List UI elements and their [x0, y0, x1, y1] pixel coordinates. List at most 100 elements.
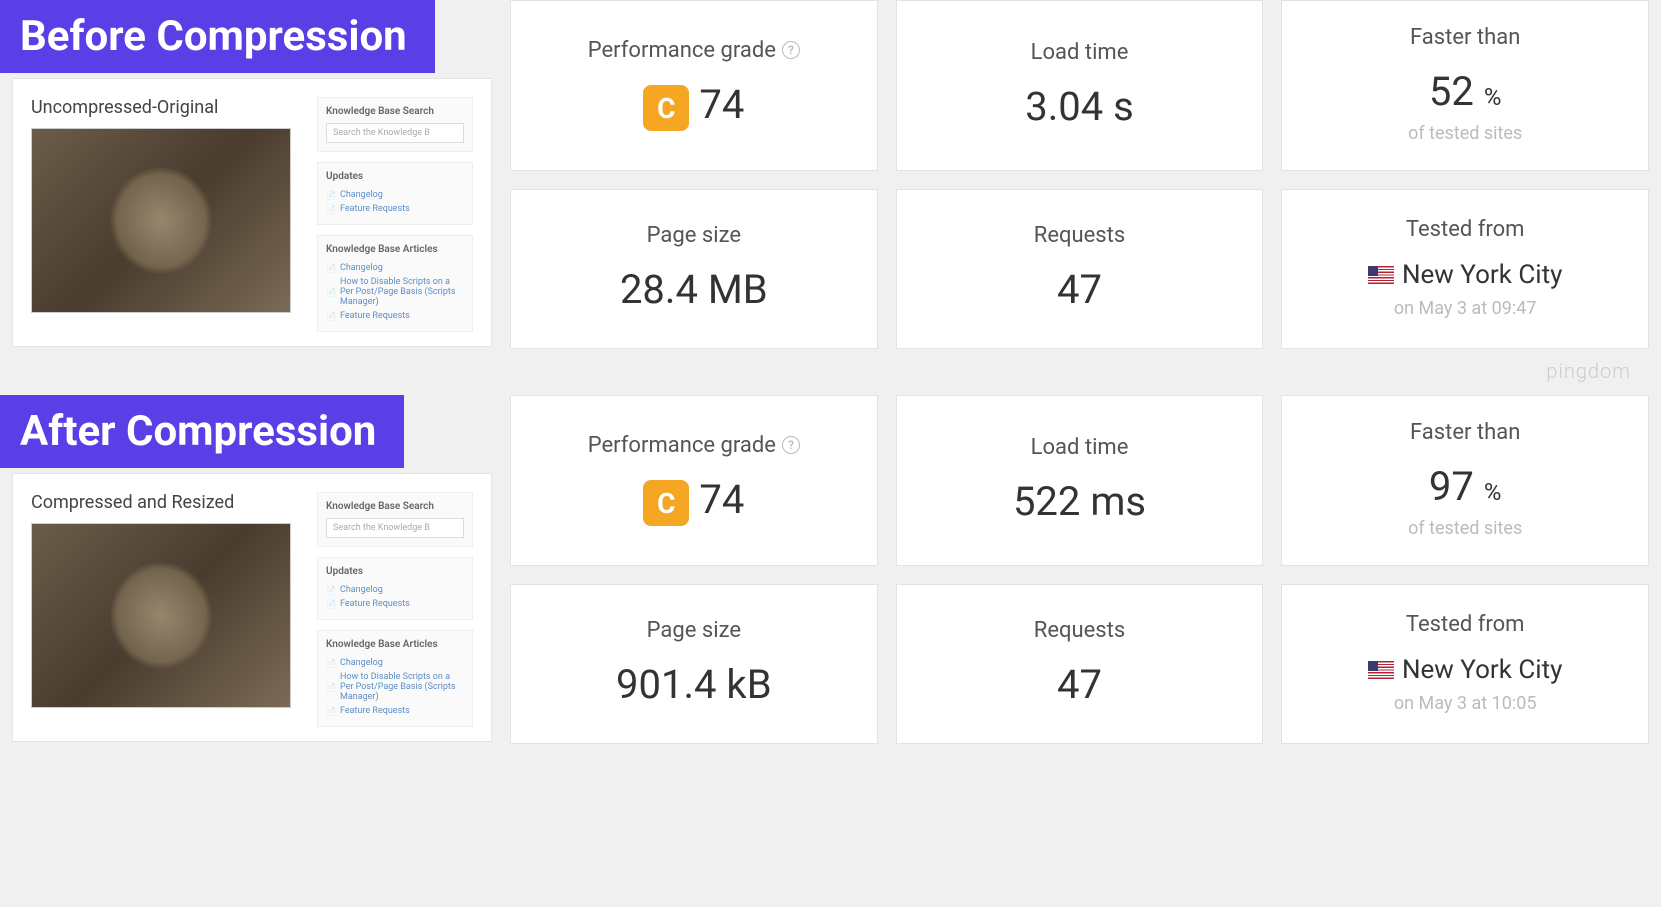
page-size-card-2: Page size 901.4 kB — [510, 584, 878, 744]
faster-than-label-2: Faster than — [1410, 420, 1520, 445]
section-gap — [0, 365, 1661, 395]
after-metrics: Performance grade ? C 74 Load time 522 m… — [510, 395, 1649, 744]
faster-sub: of tested sites — [1408, 123, 1522, 144]
after-banner: After Compression — [0, 395, 404, 468]
updates-link-2-1[interactable]: Feature Requests — [326, 597, 464, 611]
after-preview-title: Compressed and Resized — [31, 492, 305, 513]
before-section: Before Compression Uncompressed-Original… — [0, 0, 1661, 365]
faster-unit-2: % — [1484, 478, 1502, 506]
articles-link-0[interactable]: Changelog — [326, 261, 464, 275]
before-metrics-row1: Performance grade ? C 74 Load time 3.04 … — [510, 0, 1649, 171]
perf-grade-label: Performance grade ? — [588, 38, 800, 63]
faster-than-value: 52 % — [1429, 68, 1502, 115]
faster-than-value-2: 97 % — [1429, 463, 1502, 510]
help-icon-2[interactable]: ? — [782, 436, 800, 454]
after-preview-card: Compressed and Resized Knowledge Base Se… — [12, 473, 492, 742]
grade-score: 74 — [699, 81, 744, 128]
tested-from-card-2: Tested from New York City on May 3 at 10… — [1281, 584, 1649, 744]
page-size-value-2: 901.4 kB — [616, 661, 772, 708]
before-banner: Before Compression — [0, 0, 435, 73]
kb-search-title: Knowledge Base Search — [326, 106, 464, 117]
after-section: After Compression Compressed and Resized… — [0, 395, 1661, 760]
help-icon[interactable]: ? — [782, 41, 800, 59]
perf-grade-label-text: Performance grade — [588, 38, 776, 63]
perf-grade-label-text-2: Performance grade — [588, 433, 776, 458]
updates-link-1[interactable]: Feature Requests — [326, 202, 464, 216]
after-sidebar: Knowledge Base Search Search the Knowled… — [317, 492, 473, 727]
page-size-value: 28.4 MB — [620, 266, 768, 313]
before-preview-main: Uncompressed-Original — [31, 97, 305, 332]
tested-location-2: New York City — [1402, 655, 1562, 685]
kb-search-input-2[interactable]: Search the Knowledge B — [326, 518, 464, 538]
before-preview-card: Uncompressed-Original Knowledge Base Sea… — [12, 78, 492, 347]
articles-title: Knowledge Base Articles — [326, 244, 464, 255]
before-sidebar: Knowledge Base Search Search the Knowled… — [317, 97, 473, 332]
updates-box-2: Updates Changelog Feature Requests — [317, 557, 473, 620]
page-size-label-2: Page size — [647, 618, 741, 643]
us-flag-icon-2 — [1368, 661, 1394, 679]
page-size-card: Page size 28.4 MB — [510, 189, 878, 349]
tested-location-line: New York City — [1368, 260, 1562, 290]
requests-card-2: Requests 47 — [896, 584, 1264, 744]
before-metrics: Performance grade ? C 74 Load time 3.04 … — [510, 0, 1649, 349]
us-flag-icon — [1368, 266, 1394, 284]
perf-grade-value-2: C 74 — [643, 476, 744, 527]
grade-badge-2: C — [643, 480, 689, 526]
requests-label: Requests — [1034, 223, 1125, 248]
requests-value: 47 — [1057, 266, 1102, 313]
faster-than-card-2: Faster than 97 % of tested sites — [1281, 395, 1649, 566]
before-preview-title: Uncompressed-Original — [31, 97, 305, 118]
updates-link-2-0[interactable]: Changelog — [326, 583, 464, 597]
after-preview-image — [31, 523, 291, 708]
articles-title-2: Knowledge Base Articles — [326, 639, 464, 650]
load-time-card-2: Load time 522 ms — [896, 395, 1264, 566]
articles-link-2-0[interactable]: Changelog — [326, 656, 464, 670]
before-preview-image — [31, 128, 291, 313]
articles-link-2-1[interactable]: How to Disable Scripts on a Per Post/Pag… — [326, 670, 464, 704]
load-time-value-2: 522 ms — [1013, 478, 1146, 525]
tested-location-line-2: New York City — [1368, 655, 1562, 685]
before-metrics-row2: Page size 28.4 MB Requests 47 Tested fro… — [510, 189, 1649, 349]
updates-title: Updates — [326, 171, 464, 182]
load-time-label-2: Load time — [1031, 435, 1129, 460]
page-size-label: Page size — [647, 223, 741, 248]
tested-from-label-2: Tested from — [1406, 612, 1525, 637]
perf-grade-card-2: Performance grade ? C 74 — [510, 395, 878, 566]
after-metrics-row2: Page size 901.4 kB Requests 47 Tested fr… — [510, 584, 1649, 744]
faster-value-2: 97 — [1429, 463, 1474, 510]
tested-location: New York City — [1402, 260, 1562, 290]
faster-than-card: Faster than 52 % of tested sites — [1281, 0, 1649, 171]
faster-than-label: Faster than — [1410, 25, 1520, 50]
perf-grade-label-2: Performance grade ? — [588, 433, 800, 458]
tested-from-label: Tested from — [1406, 217, 1525, 242]
load-time-value: 3.04 s — [1025, 83, 1134, 130]
faster-value: 52 — [1429, 68, 1474, 115]
articles-box: Knowledge Base Articles Changelog How to… — [317, 235, 473, 332]
after-preview-main: Compressed and Resized — [31, 492, 305, 727]
articles-link-1[interactable]: How to Disable Scripts on a Per Post/Pag… — [326, 275, 464, 309]
kb-search-box: Knowledge Base Search Search the Knowled… — [317, 97, 473, 152]
articles-box-2: Knowledge Base Articles Changelog How to… — [317, 630, 473, 727]
load-time-card: Load time 3.04 s — [896, 0, 1264, 171]
grade-score-2: 74 — [699, 476, 744, 523]
articles-link-2[interactable]: Feature Requests — [326, 309, 464, 323]
requests-card: Requests 47 — [896, 189, 1264, 349]
perf-grade-card: Performance grade ? C 74 — [510, 0, 878, 171]
articles-link-2-2[interactable]: Feature Requests — [326, 704, 464, 718]
kb-search-input[interactable]: Search the Knowledge B — [326, 123, 464, 143]
kb-search-title-2: Knowledge Base Search — [326, 501, 464, 512]
faster-unit: % — [1484, 83, 1502, 111]
updates-title-2: Updates — [326, 566, 464, 577]
kb-search-box-2: Knowledge Base Search Search the Knowled… — [317, 492, 473, 547]
pingdom-watermark: pingdom — [1546, 359, 1631, 383]
requests-value-2: 47 — [1057, 661, 1102, 708]
tested-time-2: on May 3 at 10:05 — [1394, 693, 1537, 714]
faster-sub-2: of tested sites — [1408, 518, 1522, 539]
requests-label-2: Requests — [1034, 618, 1125, 643]
updates-link-0[interactable]: Changelog — [326, 188, 464, 202]
tested-from-card: Tested from New York City on May 3 at 09… — [1281, 189, 1649, 349]
grade-badge: C — [643, 85, 689, 131]
after-metrics-row1: Performance grade ? C 74 Load time 522 m… — [510, 395, 1649, 566]
updates-box: Updates Changelog Feature Requests — [317, 162, 473, 225]
perf-grade-value: C 74 — [643, 81, 744, 132]
